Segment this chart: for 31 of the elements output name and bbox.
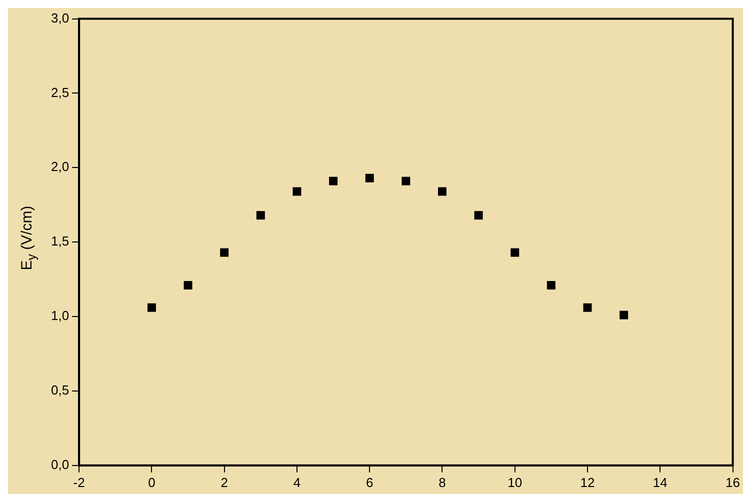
x-tick-label: 2 bbox=[220, 474, 228, 490]
point bbox=[256, 211, 265, 220]
point bbox=[474, 211, 483, 220]
point bbox=[510, 248, 520, 257]
x-tick-label: -2 bbox=[73, 474, 85, 490]
point bbox=[583, 303, 592, 312]
y-tick-label: 1,0 bbox=[50, 308, 70, 324]
point bbox=[184, 281, 192, 290]
point bbox=[620, 310, 628, 320]
y-tick-label: 1,5 bbox=[50, 234, 70, 249]
x-tick-label: 6 bbox=[366, 474, 374, 490]
y-tick-label: 0,5 bbox=[50, 382, 70, 398]
point bbox=[292, 187, 302, 196]
x-tick-label: 16 bbox=[726, 474, 740, 490]
x-tick-label: 12 bbox=[580, 474, 595, 490]
point bbox=[402, 176, 410, 186]
point bbox=[438, 187, 446, 196]
x-tick-label: 4 bbox=[293, 474, 301, 490]
y-tick-label: 3,0 bbox=[50, 10, 70, 26]
y-tick-label: 0,0 bbox=[50, 456, 70, 472]
point bbox=[365, 174, 374, 182]
point bbox=[329, 176, 338, 186]
point bbox=[147, 303, 156, 312]
x-tick-label: 0 bbox=[148, 474, 156, 490]
y-tick-label: 2,0 bbox=[50, 159, 70, 174]
x-tick-label: 10 bbox=[508, 474, 522, 490]
point bbox=[220, 248, 229, 257]
y-tick-label: 2,5 bbox=[50, 84, 70, 100]
x-tick-label: 14 bbox=[652, 474, 668, 490]
x-tick-label: 8 bbox=[438, 474, 446, 490]
point bbox=[546, 281, 556, 290]
